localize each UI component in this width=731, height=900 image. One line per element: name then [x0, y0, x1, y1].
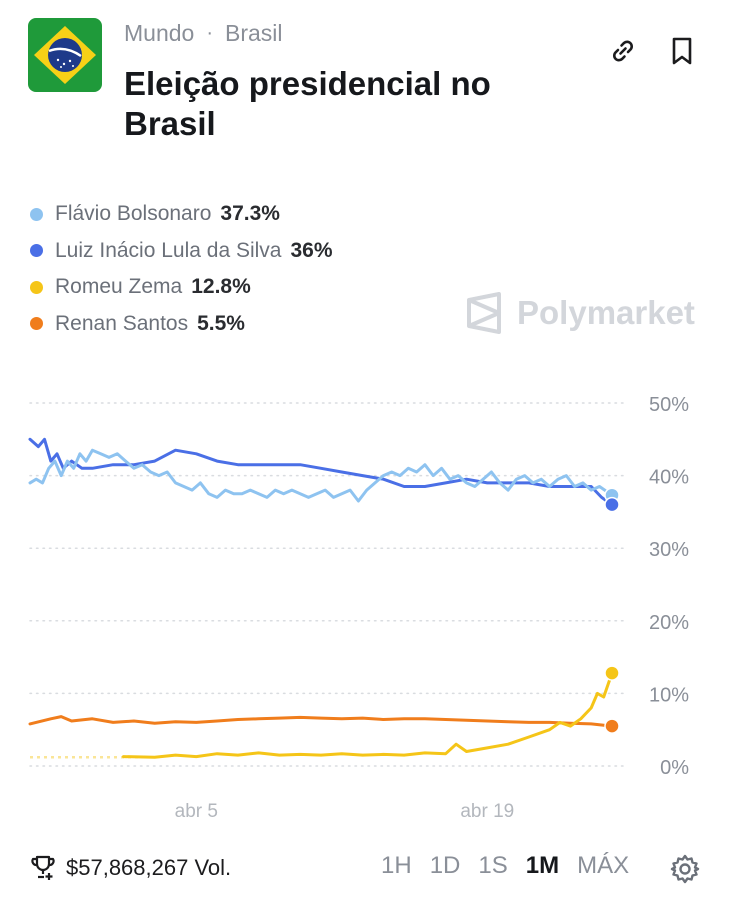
legend-item-renan[interactable]: Renan Santos 5.5% [30, 306, 333, 343]
link-icon [613, 40, 633, 62]
series-line [122, 671, 614, 759]
legend-color-dot [30, 244, 43, 258]
y-tick-label: 30% [649, 539, 689, 561]
price-history-chart[interactable]: 0% 10% 20% 30% 40% 50% abr 5 abr 19 [0, 380, 731, 830]
x-tick-label: abr 19 [460, 801, 514, 822]
range-1s[interactable]: 1S [478, 852, 508, 879]
range-1h[interactable]: 1H [381, 852, 412, 879]
volume-display: $57,868,267 Vol. [30, 854, 231, 882]
page-title: Eleição presidencial no Brasil [124, 65, 491, 142]
range-1d[interactable]: 1D [429, 852, 461, 879]
brand-name: Polymarket [517, 294, 695, 331]
legend-color-dot [30, 207, 43, 221]
brazil-flag-icon [28, 18, 102, 92]
chart-settings-button[interactable] [668, 852, 702, 886]
series-end-point [604, 496, 620, 513]
chart-legend: Flávio Bolsonaro 37.3% Luiz Inácio Lula … [30, 196, 333, 342]
legend-color-dot [30, 317, 43, 331]
breadcrumb-separator: · [206, 22, 213, 44]
legend-candidate-pct: 5.5% [197, 311, 245, 335]
copy-link-button[interactable] [606, 34, 640, 68]
y-tick-label: 50% [649, 394, 689, 416]
breadcrumb-subcategory[interactable]: Brasil [225, 20, 283, 46]
legend-item-flavio[interactable]: Flávio Bolsonaro 37.3% [30, 196, 333, 233]
legend-candidate-name: Romeu Zema [55, 275, 183, 299]
y-tick-label: 10% [649, 684, 689, 706]
legend-item-zema[interactable]: Romeu Zema 12.8% [30, 269, 333, 306]
legend-candidate-name: Renan Santos [55, 311, 189, 335]
volume-value: $57,868,267 Vol. [66, 855, 232, 880]
legend-item-lula[interactable]: Luiz Inácio Lula da Silva 36% [30, 233, 333, 270]
trophy-icon [31, 855, 55, 880]
bookmark-button[interactable] [665, 34, 699, 68]
range-max[interactable]: MÁX [577, 852, 630, 879]
series-end-point [604, 718, 620, 734]
polymarket-logo-icon [467, 292, 501, 334]
legend-candidate-pct: 12.8% [191, 275, 251, 299]
y-tick-label: 40% [649, 467, 689, 489]
series-end-point [604, 665, 620, 681]
x-tick-label: abr 5 [175, 801, 218, 822]
series-line [28, 437, 614, 507]
chart-footer: $57,868,267 Vol. 1H 1D 1S 1M MÁX [0, 848, 731, 892]
time-range-selector: 1H 1D 1S 1M MÁX [372, 852, 638, 880]
legend-candidate-pct: 37.3% [220, 202, 280, 226]
bookmark-icon [672, 37, 692, 65]
polymarket-watermark: Polymarket [465, 292, 695, 334]
legend-candidate-name: Luiz Inácio Lula da Silva [55, 238, 282, 262]
series-line [28, 448, 614, 503]
breadcrumb-category[interactable]: Mundo [124, 20, 195, 46]
breadcrumb: Mundo · Brasil [124, 20, 283, 47]
legend-candidate-pct: 36% [290, 238, 333, 262]
y-tick-label: 20% [649, 612, 689, 634]
legend-candidate-name: Flávio Bolsonaro [55, 202, 212, 226]
legend-color-dot [30, 280, 43, 294]
y-tick-label: 0% [660, 757, 689, 779]
gear-icon [670, 854, 700, 884]
series-line [28, 715, 614, 728]
range-1m[interactable]: 1M [525, 852, 560, 879]
